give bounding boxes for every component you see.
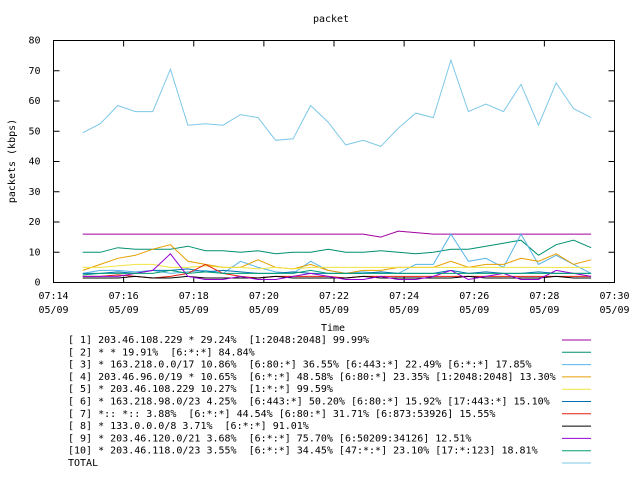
y-tick-label: 70 bbox=[28, 66, 40, 77]
legend-label: [ 7] *:: *:: 3.88% [6:*:*] 44.54% [6:80:… bbox=[68, 409, 495, 420]
series-line bbox=[82, 239, 592, 256]
legend-label: [ 1] 203.46.108.229 * 29.24% [1:2048:204… bbox=[68, 335, 369, 346]
x-tick-date: 05/09 bbox=[529, 305, 559, 316]
series-line bbox=[82, 263, 592, 270]
chart-title: packet bbox=[313, 14, 349, 25]
x-tick-label: 07:30 bbox=[599, 291, 629, 302]
x-tick-label: 07:24 bbox=[389, 291, 419, 302]
legend-label: [ 8] * 133.0.0.0/8 3.71% [6:*:*] 91.01% bbox=[68, 421, 309, 432]
x-tick-date: 05/09 bbox=[319, 305, 349, 316]
legend-label: [ 3] * 163.218.0.0/17 10.86% [6:80:*] 36… bbox=[68, 360, 532, 371]
x-tick-date: 05/09 bbox=[599, 305, 629, 316]
y-tick-label: 60 bbox=[28, 96, 40, 107]
y-tick-label: 10 bbox=[28, 247, 40, 258]
y-axis-label: packets (kbps) bbox=[7, 119, 18, 203]
series-line bbox=[82, 58, 592, 147]
series-line bbox=[82, 230, 592, 238]
x-tick-date: 05/09 bbox=[109, 305, 139, 316]
series-line bbox=[82, 244, 592, 274]
legend-label: [ 5] * 203.46.108.229 10.27% [1:*:*] 99.… bbox=[68, 384, 333, 395]
x-tick-label: 07:28 bbox=[529, 291, 559, 302]
series-line bbox=[82, 253, 592, 281]
y-tick-label: 30 bbox=[28, 187, 40, 198]
legend-label: [ 6] * 163.218.98.0/23 4.25% [6:443:*] 5… bbox=[68, 397, 550, 408]
x-tick-label: 07:16 bbox=[109, 291, 139, 302]
x-tick-date: 05/09 bbox=[179, 305, 209, 316]
legend-label: [ 9] * 203.46.120.0/21 3.68% [6:*:*] 75.… bbox=[68, 433, 471, 444]
x-tick-label: 07:22 bbox=[319, 291, 349, 302]
legend-label: [ 4] 203.46.96.0/19 * 10.65% [6:*:*] 48.… bbox=[68, 372, 556, 383]
x-tick-label: 07:18 bbox=[179, 291, 209, 302]
legend-label: TOTAL bbox=[68, 458, 98, 469]
x-tick-date: 05/09 bbox=[249, 305, 279, 316]
legend-label: [10] * 203.46.118.0/23 3.55% [6:*:*] 34.… bbox=[68, 446, 538, 457]
x-tick-label: 07:14 bbox=[38, 291, 68, 302]
y-tick-label: 80 bbox=[28, 36, 40, 47]
series-line bbox=[82, 269, 592, 276]
y-tick-label: 0 bbox=[34, 278, 40, 289]
x-axis-label: Time bbox=[321, 323, 345, 334]
y-tick-label: 50 bbox=[28, 126, 40, 137]
x-tick-date: 05/09 bbox=[38, 305, 68, 316]
x-tick-date: 05/09 bbox=[459, 305, 489, 316]
y-tick-label: 40 bbox=[28, 157, 40, 168]
x-tick-label: 07:20 bbox=[249, 291, 279, 302]
series-line bbox=[82, 263, 592, 279]
y-tick-label: 20 bbox=[28, 217, 40, 228]
legend-label: [ 2] * * 19.91% [6:*:*] 84.84% bbox=[68, 347, 255, 358]
x-tick-label: 07:26 bbox=[459, 291, 489, 302]
x-tick-date: 05/09 bbox=[389, 305, 419, 316]
